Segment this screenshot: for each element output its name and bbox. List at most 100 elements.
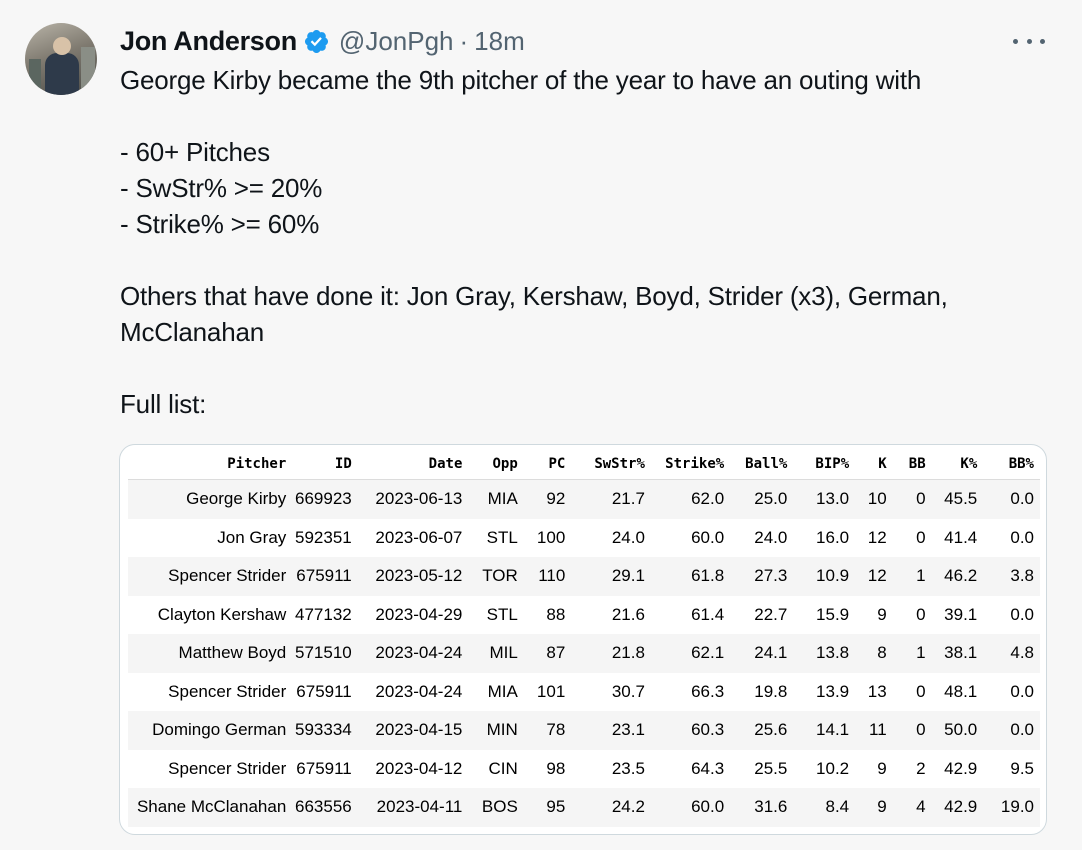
table-cell: George Kirby <box>128 479 293 519</box>
column-header: SwStr% <box>594 456 645 472</box>
table-cell: 39.1 <box>931 595 984 634</box>
more-dot <box>1026 38 1032 44</box>
table-cell: Shane McClanahan <box>128 788 293 827</box>
table-cell: TOR <box>468 557 524 596</box>
separator-dot: · <box>459 25 469 56</box>
table-cell: 11 <box>855 711 893 750</box>
table-cell: 675911 <box>292 557 358 596</box>
table-cell: 23.5 <box>571 749 651 788</box>
table-cell: 15.9 <box>793 595 856 634</box>
column-header: BIP% <box>815 456 850 472</box>
table-cell: 2 <box>892 749 932 788</box>
table-cell: 4.8 <box>983 634 1040 673</box>
table-cell: 24.0 <box>730 518 794 557</box>
table-body: George Kirby 669923 2023-06-13 MIA 92 21.7 62.… <box>128 479 1040 827</box>
table-cell: 41.4 <box>931 518 984 557</box>
table-row: George Kirby 669923 2023-06-13 MIA 92 21.7 62.… <box>128 479 1040 519</box>
table-cell: 8.4 <box>793 788 856 827</box>
table-cell: 101 <box>523 672 572 711</box>
table-cell: 12 <box>855 557 893 596</box>
table-cell: 42.9 <box>931 749 984 788</box>
table-cell: 0 <box>892 518 932 557</box>
table-cell: 0.0 <box>983 672 1040 711</box>
table-cell: 3.8 <box>983 557 1040 596</box>
column-header: ID <box>334 456 352 472</box>
table-cell: 2023-05-12 <box>357 557 469 596</box>
table-cell: 60.3 <box>650 711 731 750</box>
table-cell: 24.0 <box>571 518 651 557</box>
column-header: PC <box>548 456 566 472</box>
column-header: K% <box>960 456 978 472</box>
table-cell: 9 <box>855 749 893 788</box>
table-cell: 593334 <box>292 711 358 750</box>
table-cell: 2023-06-07 <box>357 518 469 557</box>
column-header: K <box>878 456 887 472</box>
verified-badge-icon <box>304 29 328 53</box>
table-cell: 1 <box>892 634 932 673</box>
more-options-icon[interactable] <box>1013 30 1045 52</box>
table-cell: 592351 <box>292 518 358 557</box>
table-cell: 25.5 <box>730 749 794 788</box>
more-dot <box>1040 38 1045 44</box>
table-row: Matthew Boyd 571510 2023-04-24 MIL 87 21.8 62.… <box>128 634 1040 673</box>
more-dot <box>1013 38 1018 44</box>
table-cell: Spencer Strider <box>128 749 293 788</box>
table-cell: 0 <box>892 479 932 519</box>
table-cell: 42.9 <box>931 788 984 827</box>
table-cell: 0 <box>892 595 932 634</box>
table-cell: 61.4 <box>650 595 731 634</box>
table-cell: 25.6 <box>730 711 794 750</box>
attached-table-image[interactable]: Pitcher ID Date Opp PC SwStr% Strike% Ball% BIP%… <box>119 444 1047 835</box>
table-cell: 0.0 <box>983 479 1040 519</box>
column-header: Pitcher <box>227 456 287 472</box>
table-cell: 64.3 <box>650 749 731 788</box>
table-cell: 2023-04-24 <box>357 672 469 711</box>
table-cell: 9 <box>855 595 893 634</box>
table-cell: 78 <box>523 711 572 750</box>
table-cell: 100 <box>523 518 572 557</box>
table-cell: MIA <box>468 672 524 711</box>
table-cell: 66.3 <box>650 672 731 711</box>
table-cell: 10.2 <box>793 749 856 788</box>
table-cell: 10 <box>855 479 893 519</box>
table-cell: Spencer Strider <box>128 672 293 711</box>
table-cell: 22.7 <box>730 595 794 634</box>
column-header: Date <box>428 456 463 472</box>
table-cell: 61.8 <box>650 557 731 596</box>
table-cell: 95 <box>523 788 572 827</box>
table-row: Spencer Strider 675911 2023-04-12 CIN 98 23.5… <box>128 749 1040 788</box>
table-cell: 62.0 <box>650 479 731 519</box>
table-cell: 675911 <box>292 749 358 788</box>
avatar-photo-face <box>53 37 71 55</box>
table-cell: 13 <box>855 672 893 711</box>
author-avatar[interactable] <box>25 23 97 95</box>
table-cell: 21.7 <box>571 479 651 519</box>
column-header: BB <box>908 456 926 472</box>
table-header-row: Pitcher ID Date Opp PC SwStr% Strike% Ball% BIP%… <box>128 449 1040 480</box>
table-cell: MIN <box>468 711 524 750</box>
table-row: Jon Gray 592351 2023-06-07 STL 100 24.0 60.0 24… <box>128 518 1040 557</box>
column-header: BB% <box>1008 456 1034 472</box>
table-cell: 45.5 <box>931 479 984 519</box>
table-cell: 60.0 <box>650 518 731 557</box>
table-cell: 29.1 <box>571 557 651 596</box>
author-handle[interactable]: @JonPgh <box>338 25 454 56</box>
table-cell: 62.1 <box>650 634 731 673</box>
table-cell: Matthew Boyd <box>128 634 293 673</box>
author-name[interactable]: Jon Anderson <box>120 25 297 56</box>
tweet-timestamp[interactable]: 18m <box>474 25 525 56</box>
table-cell: 23.1 <box>571 711 651 750</box>
table-cell: 13.0 <box>793 479 856 519</box>
table-cell: 24.2 <box>571 788 651 827</box>
table-cell: 4 <box>892 788 932 827</box>
table-cell: 92 <box>523 479 572 519</box>
table-row: Spencer Strider 675911 2023-04-24 MIA 101 30.… <box>128 672 1040 711</box>
table-cell: 88 <box>523 595 572 634</box>
table-cell: 669923 <box>292 479 358 519</box>
column-header: Strike% <box>665 456 725 472</box>
table-row: Spencer Strider 675911 2023-05-12 TOR 110 29.… <box>128 557 1040 596</box>
column-header: Opp <box>492 456 518 472</box>
table-cell: 98 <box>523 749 572 788</box>
table-cell: 87 <box>523 634 572 673</box>
table-cell: 0 <box>892 672 932 711</box>
